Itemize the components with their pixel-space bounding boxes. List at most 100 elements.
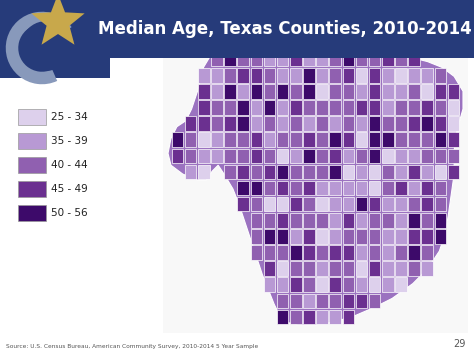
Bar [435, 197, 446, 212]
Bar [343, 245, 354, 260]
Bar [435, 68, 446, 82]
Bar [316, 36, 328, 50]
Bar [356, 165, 367, 179]
Bar [382, 68, 393, 82]
Bar [395, 229, 407, 244]
Bar [303, 278, 315, 292]
Bar [395, 52, 407, 66]
Bar [395, 149, 407, 163]
Bar [329, 310, 341, 324]
Bar [421, 84, 433, 99]
Bar [251, 52, 262, 66]
Bar [435, 165, 446, 179]
Bar [290, 116, 301, 131]
Bar [264, 116, 275, 131]
Bar [356, 213, 367, 228]
Bar [447, 84, 459, 99]
Bar [277, 149, 288, 163]
Bar [303, 149, 315, 163]
Bar [369, 245, 380, 260]
Bar [435, 100, 446, 115]
Bar [303, 197, 315, 212]
Bar [382, 278, 393, 292]
Bar [408, 261, 420, 276]
Bar [303, 165, 315, 179]
Bar [369, 100, 380, 115]
Bar [18, 109, 46, 125]
Bar [356, 181, 367, 195]
Bar [408, 52, 420, 66]
Bar [264, 213, 275, 228]
Bar [316, 116, 328, 131]
Bar [211, 100, 223, 115]
Text: 50 - 56: 50 - 56 [51, 208, 88, 218]
Bar [343, 132, 354, 147]
Bar [316, 278, 328, 292]
Bar [356, 149, 367, 163]
Bar [277, 197, 288, 212]
Bar [163, 27, 468, 333]
Bar [277, 278, 288, 292]
Bar [369, 132, 380, 147]
Bar [290, 84, 301, 99]
Bar [421, 261, 433, 276]
Bar [382, 181, 393, 195]
Bar [408, 149, 420, 163]
Bar [237, 132, 249, 147]
Bar [369, 213, 380, 228]
Bar [329, 197, 341, 212]
Bar [329, 213, 341, 228]
Bar [329, 36, 341, 50]
Bar [382, 229, 393, 244]
Bar [421, 68, 433, 82]
Bar [303, 245, 315, 260]
Bar [224, 68, 236, 82]
Bar [277, 116, 288, 131]
Bar [356, 261, 367, 276]
Bar [369, 294, 380, 308]
Bar [356, 100, 367, 115]
Bar [264, 149, 275, 163]
Bar [329, 84, 341, 99]
Bar [369, 181, 380, 195]
Bar [369, 116, 380, 131]
Bar [290, 310, 301, 324]
Bar [303, 52, 315, 66]
Bar [369, 68, 380, 82]
Bar [382, 132, 393, 147]
Bar [224, 165, 236, 179]
Bar [316, 261, 328, 276]
Bar [435, 84, 446, 99]
Bar [290, 100, 301, 115]
Bar [172, 149, 183, 163]
Bar [290, 181, 301, 195]
Bar [185, 116, 196, 131]
Bar [421, 165, 433, 179]
Bar [408, 165, 420, 179]
Bar [382, 245, 393, 260]
Bar [198, 100, 210, 115]
Bar [435, 116, 446, 131]
Bar [237, 181, 249, 195]
Bar [185, 165, 196, 179]
Bar [343, 261, 354, 276]
Bar [408, 229, 420, 244]
Bar [290, 197, 301, 212]
Bar [356, 294, 367, 308]
Bar [251, 149, 262, 163]
Bar [329, 181, 341, 195]
Bar [408, 245, 420, 260]
Bar [395, 213, 407, 228]
Bar [303, 261, 315, 276]
Bar [237, 36, 249, 50]
Bar [369, 229, 380, 244]
Bar [395, 165, 407, 179]
Bar [316, 165, 328, 179]
Bar [251, 165, 262, 179]
Bar [316, 197, 328, 212]
Bar [18, 181, 46, 197]
Bar [264, 36, 275, 50]
Bar [303, 310, 315, 324]
Bar [408, 181, 420, 195]
Bar [198, 165, 210, 179]
